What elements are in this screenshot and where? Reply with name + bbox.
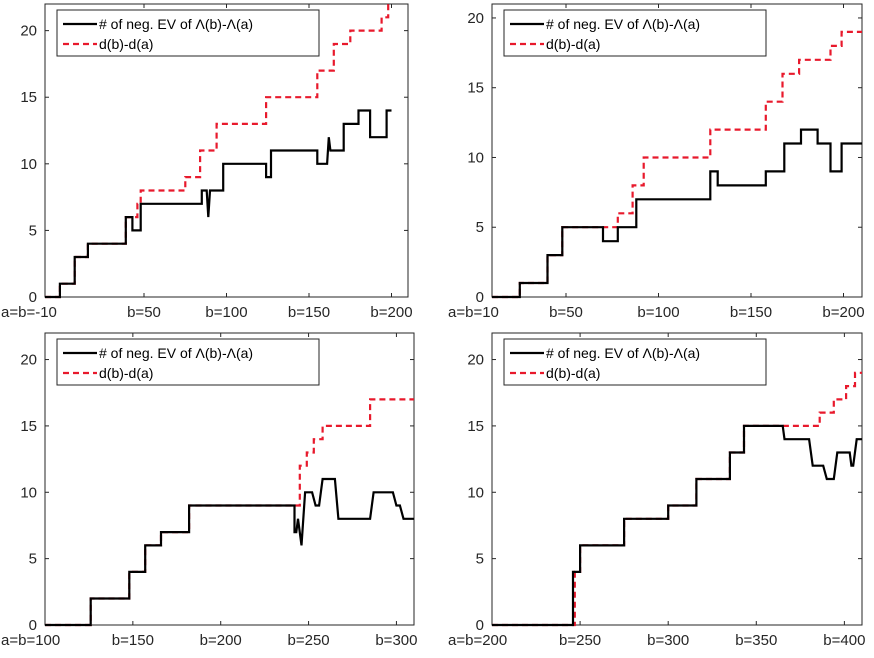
legend-box: [56, 9, 320, 57]
panel-top-left: 0 5 10 15 20 a=b=-10 b=50 b=100 b=150 b=200 # of n…: [1, 2, 413, 321]
y-tick-label: 0: [476, 289, 484, 306]
legend-label-neg-ev: # of neg. EV of Λ(b)-Λ(a): [546, 345, 700, 361]
series-line-neg-ev: [492, 128, 862, 299]
y-tick-label: 0: [29, 289, 37, 306]
y-tick-label: 15: [467, 80, 484, 97]
x-tick-label: b=300: [375, 632, 417, 649]
y-tick-label: 5: [29, 222, 37, 239]
x-tick-label: b=350: [735, 632, 777, 649]
legend-label-d-diff: d(b)-d(a): [99, 36, 153, 52]
y-tick-label: 0: [29, 617, 37, 634]
legend-label-neg-ev: # of neg. EV of Λ(b)-Λ(a): [99, 16, 253, 32]
x-tick-label: a=b=-10: [1, 304, 57, 321]
x-tick-label: b=50: [127, 304, 161, 321]
x-tick-label: b=150: [112, 632, 154, 649]
legend: # of neg. EV of Λ(b)-Λ(a) d(b)-d(a): [503, 9, 767, 57]
legend-box: [503, 338, 767, 386]
y-tick-label: 20: [20, 352, 37, 369]
series-line-neg-ev: [492, 424, 862, 627]
x-tick-label: b=250: [559, 632, 601, 649]
y-tick-label: 15: [20, 89, 37, 106]
legend-box: [56, 338, 320, 386]
y-tick-label: 15: [467, 418, 484, 435]
series-line-d-diff: [492, 30, 862, 299]
y-tick-label: 15: [20, 418, 37, 435]
x-tick-label: b=400: [823, 632, 865, 649]
x-tick-label: b=200: [200, 632, 242, 649]
x-tick-label: b=100: [637, 304, 679, 321]
x-tick-label: b=200: [822, 304, 864, 321]
series-line-neg-ev: [45, 477, 414, 627]
x-tick-label: b=300: [647, 632, 689, 649]
legend-box: [503, 9, 767, 57]
y-tick-label: 20: [20, 23, 37, 40]
x-tick-label: a=b=200: [448, 632, 507, 649]
x-tick-label: a=b=100: [1, 632, 60, 649]
x-tick-label: b=150: [288, 304, 330, 321]
x-tick-label: b=150: [730, 304, 772, 321]
legend-label-d-diff: d(b)-d(a): [99, 365, 153, 381]
legend-label-d-diff: d(b)-d(a): [546, 36, 600, 52]
legend: # of neg. EV of Λ(b)-Λ(a) d(b)-d(a): [56, 338, 320, 386]
legend-label-neg-ev: # of neg. EV of Λ(b)-Λ(a): [99, 345, 253, 361]
y-tick-label: 20: [467, 352, 484, 369]
panel-top-right: 0 5 10 15 20 a=b=10 b=50 b=100 b=150 b=200 # of ne…: [448, 3, 865, 321]
panel-bottom-left: 0 5 10 15 20 a=b=100 b=150 b=200 b=250 b=300 # of …: [1, 332, 417, 649]
y-tick-label: 10: [467, 484, 484, 501]
panel-bottom-right: 0 5 10 15 20 a=b=200 b=250 b=300 b=350 b=400 # of …: [448, 332, 865, 649]
legend: # of neg. EV of Λ(b)-Λ(a) d(b)-d(a): [56, 9, 320, 57]
legend-label-d-diff: d(b)-d(a): [546, 365, 600, 381]
x-tick-label: a=b=10: [448, 304, 499, 321]
y-tick-label: 10: [467, 149, 484, 166]
x-tick-label: b=200: [370, 304, 412, 321]
y-tick-label: 5: [29, 551, 37, 568]
y-tick-label: 10: [20, 484, 37, 501]
y-tick-label: 5: [476, 551, 484, 568]
y-tick-label: 10: [20, 156, 37, 173]
y-tick-label: 0: [476, 617, 484, 634]
series-line-neg-ev: [45, 109, 392, 299]
legend-label-neg-ev: # of neg. EV of Λ(b)-Λ(a): [546, 16, 700, 32]
legend: # of neg. EV of Λ(b)-Λ(a) d(b)-d(a): [503, 338, 767, 386]
x-tick-label: b=50: [549, 304, 583, 321]
x-tick-label: b=100: [205, 304, 247, 321]
x-tick-label: b=250: [288, 632, 330, 649]
y-tick-label: 20: [467, 10, 484, 27]
y-tick-label: 5: [476, 219, 484, 236]
